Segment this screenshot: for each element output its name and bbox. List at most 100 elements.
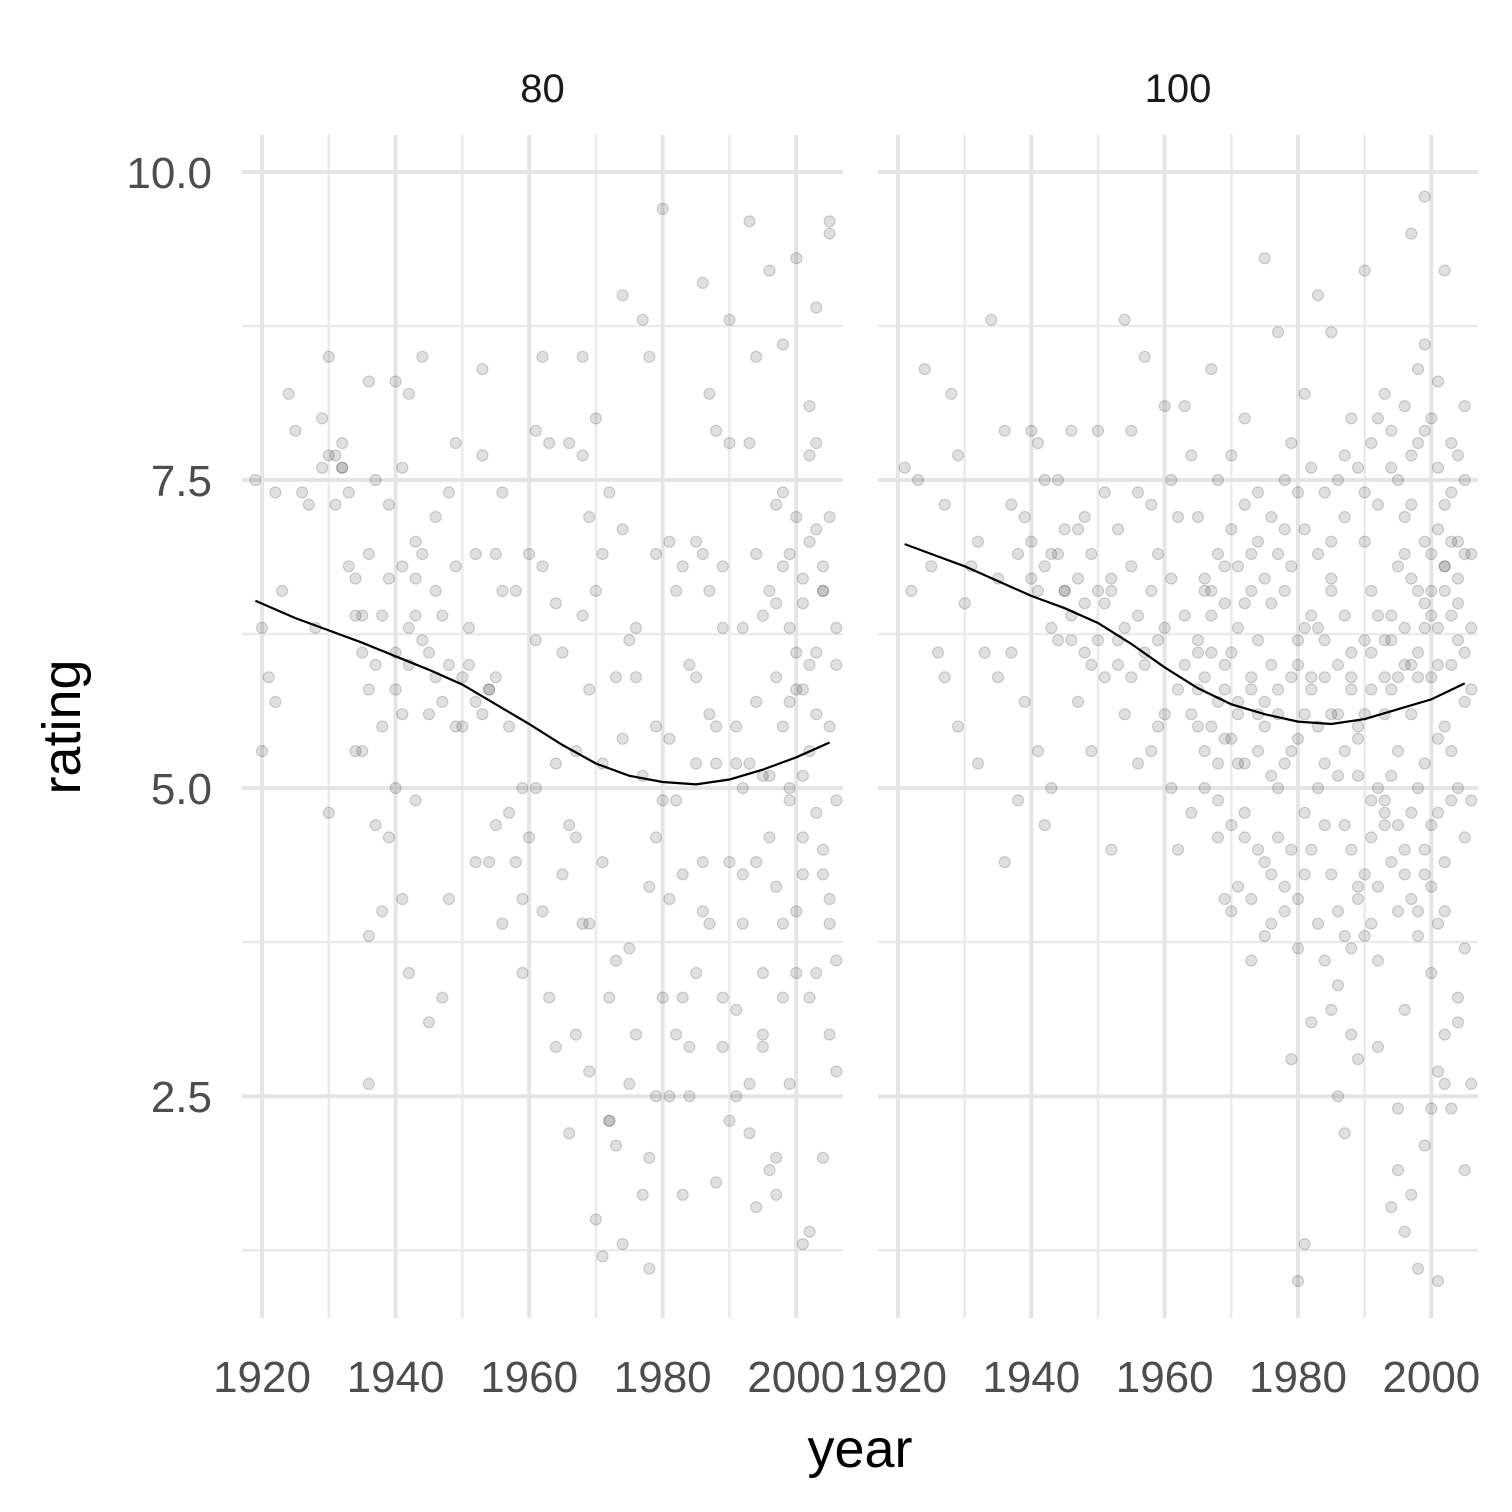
data-point xyxy=(536,350,549,363)
data-point xyxy=(770,498,783,511)
data-point xyxy=(1431,461,1445,474)
data-point xyxy=(750,350,763,363)
data-point xyxy=(1351,880,1365,893)
data-point xyxy=(1425,584,1438,598)
data-point xyxy=(356,609,369,622)
data-point xyxy=(676,1188,689,1201)
data-point xyxy=(362,929,375,943)
panel-80-x-tick-labels: 1920 1940 1960 1980 2000 xyxy=(213,1353,845,1402)
data-point xyxy=(736,781,749,795)
data-point xyxy=(1318,818,1331,832)
data-point xyxy=(503,720,516,733)
data-point xyxy=(1111,658,1125,672)
data-point xyxy=(1458,831,1471,844)
data-point xyxy=(1385,609,1398,622)
data-point xyxy=(763,769,776,782)
data-point xyxy=(1198,584,1211,598)
data-point xyxy=(402,966,415,980)
data-point xyxy=(1331,769,1345,782)
data-point xyxy=(609,1139,623,1152)
data-point xyxy=(356,744,369,758)
data-point xyxy=(1285,560,1298,573)
data-point xyxy=(416,547,429,561)
data-point xyxy=(1445,744,1458,758)
data-point xyxy=(1245,683,1258,696)
data-point xyxy=(349,609,362,622)
data-point xyxy=(1431,1065,1445,1078)
data-point xyxy=(1318,671,1331,684)
data-point xyxy=(529,634,542,647)
data-point xyxy=(730,1003,743,1017)
data-point xyxy=(1438,1028,1451,1041)
data-point xyxy=(362,1077,375,1091)
data-point xyxy=(276,584,289,598)
data-point xyxy=(938,671,951,684)
x-tick-label: 1920 xyxy=(849,1353,947,1402)
data-point xyxy=(816,584,830,598)
data-point xyxy=(723,1114,736,1127)
data-point xyxy=(489,671,502,684)
data-point xyxy=(269,486,282,499)
data-point xyxy=(736,917,749,930)
data-point xyxy=(1225,732,1238,745)
data-point xyxy=(349,744,362,758)
data-point xyxy=(1325,708,1338,721)
data-point xyxy=(1118,313,1131,326)
data-point xyxy=(1445,437,1458,450)
data-point xyxy=(449,437,462,450)
data-point xyxy=(1285,744,1298,758)
data-point xyxy=(1365,584,1378,598)
data-point xyxy=(1285,1053,1298,1066)
data-point xyxy=(1025,572,1038,585)
data-point xyxy=(1358,868,1371,881)
data-point xyxy=(563,818,576,832)
data-point xyxy=(1385,683,1398,696)
data-point xyxy=(925,560,938,573)
data-point xyxy=(282,387,295,400)
data-point xyxy=(1145,498,1158,511)
data-point xyxy=(1291,1274,1305,1288)
data-point xyxy=(1358,929,1371,943)
data-point xyxy=(1251,486,1265,499)
data-point xyxy=(1351,1053,1365,1066)
data-point xyxy=(536,905,549,918)
data-point xyxy=(369,473,382,487)
data-point xyxy=(1298,621,1311,635)
y-tick-label: 10.0 xyxy=(126,149,212,198)
data-point xyxy=(1191,634,1205,647)
data-point xyxy=(716,991,729,1004)
data-point xyxy=(1298,806,1311,819)
data-point xyxy=(396,560,409,573)
data-point xyxy=(496,917,509,930)
data-point xyxy=(516,892,529,906)
data-point xyxy=(1038,473,1051,487)
data-point xyxy=(770,597,783,610)
data-point xyxy=(1391,560,1405,573)
data-point xyxy=(1098,671,1111,684)
data-point xyxy=(449,720,462,733)
data-point xyxy=(1305,461,1318,474)
data-point xyxy=(790,966,803,980)
data-point xyxy=(1465,683,1478,696)
data-point xyxy=(790,646,803,659)
data-point xyxy=(776,720,790,733)
data-point xyxy=(1085,547,1098,561)
data-point xyxy=(1005,498,1018,511)
panel-100-grid xyxy=(878,135,1478,1318)
data-point xyxy=(790,905,803,918)
data-point xyxy=(1458,695,1471,709)
data-point xyxy=(1278,473,1291,487)
data-point xyxy=(1391,818,1405,832)
data-point xyxy=(669,1028,683,1041)
data-point xyxy=(1291,486,1305,499)
data-point xyxy=(776,338,790,351)
data-point xyxy=(676,868,689,881)
data-point xyxy=(1385,634,1398,647)
data-point xyxy=(918,363,931,376)
data-point xyxy=(616,1237,629,1251)
data-point xyxy=(262,671,275,684)
data-point xyxy=(1451,535,1465,548)
data-point xyxy=(803,535,816,548)
data-point xyxy=(516,966,529,980)
data-point xyxy=(803,1225,816,1238)
